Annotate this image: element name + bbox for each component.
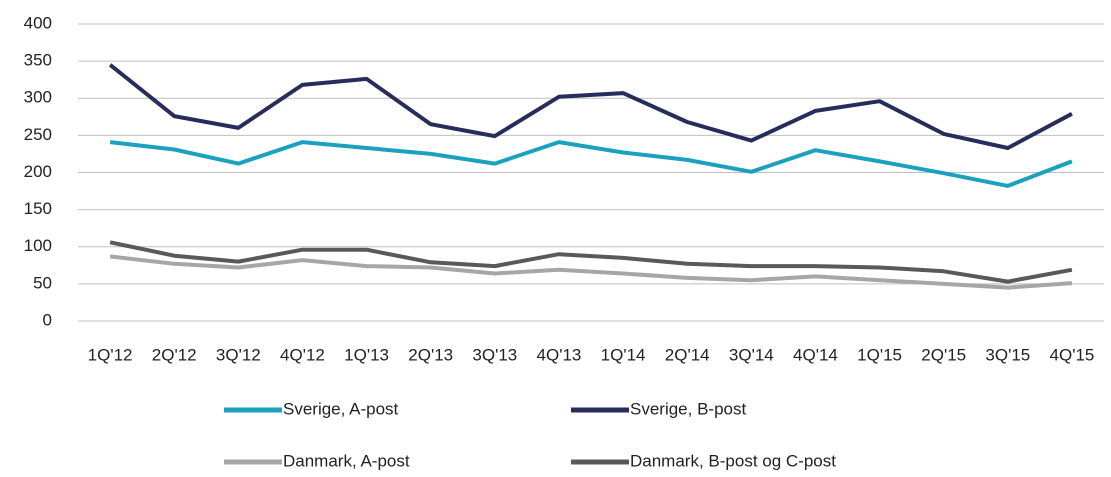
- x-tick-label: 3Q'12: [216, 345, 261, 364]
- y-tick-label: 150: [24, 199, 52, 218]
- legend-label: Danmark, B-post og C-post: [630, 451, 836, 470]
- x-tick-label: 2Q'13: [408, 345, 453, 364]
- legend-label: Sverige, B-post: [630, 399, 746, 418]
- x-tick-label: 3Q'13: [472, 345, 517, 364]
- x-tick-label: 4Q'13: [537, 345, 582, 364]
- y-tick-label: 300: [24, 88, 52, 107]
- y-tick-label: 250: [24, 125, 52, 144]
- x-tick-label: 4Q'14: [793, 345, 838, 364]
- x-tick-label: 3Q'15: [985, 345, 1030, 364]
- x-tick-label: 1Q'13: [344, 345, 389, 364]
- y-tick-label: 200: [24, 162, 52, 181]
- x-tick-label: 2Q'15: [921, 345, 966, 364]
- y-tick-label: 0: [43, 310, 52, 329]
- x-tick-label: 2Q'14: [665, 345, 710, 364]
- y-tick-label: 50: [33, 273, 52, 292]
- x-tick-label: 4Q'15: [1050, 345, 1095, 364]
- x-tick-label: 1Q'12: [88, 345, 133, 364]
- y-tick-label: 400: [24, 13, 52, 32]
- x-tick-label: 1Q'14: [601, 345, 646, 364]
- x-tick-label: 1Q'15: [857, 345, 902, 364]
- legend-label: Sverige, A-post: [283, 399, 399, 418]
- series-line: [109, 140, 1073, 188]
- series-line: [109, 240, 1073, 284]
- x-tick-label: 2Q'12: [152, 345, 197, 364]
- x-tick-label: 4Q'12: [280, 345, 325, 364]
- x-tick-label: 3Q'14: [729, 345, 774, 364]
- legend-label: Danmark, A-post: [283, 451, 410, 470]
- series-line: [109, 254, 1073, 290]
- series-line: [108, 63, 1073, 150]
- y-tick-label: 350: [24, 51, 52, 70]
- y-tick-label: 100: [24, 236, 52, 255]
